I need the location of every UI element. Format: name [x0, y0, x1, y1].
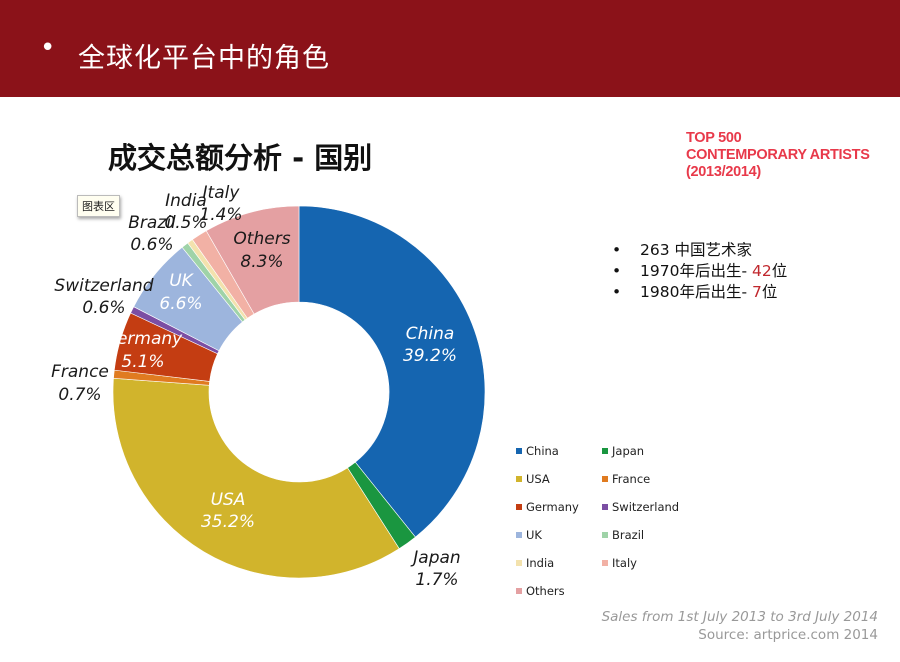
legend-item-germany: Germany [516, 498, 602, 516]
slice-name-label: Germany [104, 329, 183, 349]
legend-label: India [526, 556, 555, 570]
note-suffix: 位 [771, 262, 788, 280]
legend-swatch [516, 448, 522, 454]
note-text: 1980年后出生- [640, 283, 752, 301]
slice-name-label: UK [169, 271, 194, 291]
note-bullet: • [612, 241, 622, 259]
legend-item-china: China [516, 442, 602, 460]
logo-line-1: TOP 500 [686, 130, 742, 146]
legend-label: Switzerland [612, 500, 680, 514]
legend-swatch [602, 532, 608, 538]
slice-value-label: 35.2% [201, 512, 255, 532]
logo-line-3: (2013/2014) [686, 164, 761, 180]
legend-swatch [516, 560, 522, 566]
slice-china [298, 205, 486, 538]
slice-name-label: Japan [410, 548, 460, 568]
note-bullet: • [612, 262, 622, 280]
legend-swatch [516, 588, 522, 594]
legend-label: Brazil [612, 528, 645, 542]
legend-item-uk: UK [516, 526, 602, 544]
legend-swatch [602, 504, 608, 510]
legend-label: Japan [612, 444, 645, 458]
slice-value-label: 39.2% [403, 346, 457, 366]
legend-item-india: India [516, 554, 602, 572]
slice-value-label: 0.5% [164, 213, 207, 233]
note-item: • 1970年后出生- 42位 [612, 259, 787, 280]
note-item: • 263 中国艺术家 [612, 238, 787, 259]
legend-item-switzerland: Switzerland [602, 498, 688, 516]
slice-name-label: Switzerland [54, 276, 153, 296]
slice-value-label: 8.3% [240, 252, 283, 272]
slice-value-label: 6.6% [159, 294, 202, 314]
chart-title: 成交总额分析 - 国别 [108, 141, 373, 175]
slice-name-label: France [51, 362, 109, 382]
legend-swatch [516, 504, 522, 510]
slice-value-label: 1.4% [199, 205, 242, 225]
slice-name-label: India [165, 191, 207, 211]
legend-label: Germany [526, 500, 579, 514]
note-number: 7 [751, 283, 762, 301]
legend-label: UK [526, 528, 542, 542]
note-number: 42 [751, 262, 772, 280]
legend-swatch [602, 560, 608, 566]
slice-name-label: Others [233, 229, 290, 249]
legend-item-japan: Japan [602, 442, 688, 460]
legend-swatch [602, 476, 608, 482]
legend-item-brazil: Brazil [602, 526, 688, 544]
chart-area-tag: 图表区 [77, 195, 120, 217]
note-text: 263 中国艺术家 [640, 241, 753, 259]
slice-usa [112, 377, 400, 579]
legend-label: USA [526, 472, 550, 486]
slice-value-label: 5.1% [121, 352, 164, 372]
slice-value-label: 0.6% [82, 298, 125, 318]
legend-swatch [602, 448, 608, 454]
slice-value-label: 1.7% [415, 570, 458, 590]
header-bar: • 全球化平台中的角色 [0, 0, 900, 97]
logo-line-2: CONTEMPORARY ARTISTS [686, 147, 870, 163]
legend-label: France [612, 472, 651, 486]
slice-value-label: 0.6% [130, 235, 173, 255]
slice-name-label: Italy [203, 183, 241, 203]
slice-name-label: Brazil [128, 213, 176, 233]
notes-list: • 263 中国艺术家 • 1970年后出生- 42位 • 1980年后出生- 7位 [612, 238, 787, 301]
header-bullet: • [40, 33, 56, 63]
legend-label: Italy [612, 556, 637, 570]
source-note: Sales from 1st July 2013 to 3rd July 201… [602, 608, 878, 644]
legend-item-usa: USA [516, 470, 602, 488]
legend-item-italy: Italy [602, 554, 688, 572]
slice-others [205, 205, 300, 315]
note-text: 1970年后出生- [640, 262, 752, 280]
header-title: 全球化平台中的角色 [78, 43, 330, 74]
note-bullet: • [612, 283, 622, 301]
chart-legend: China Japan USA France Germany Switzerland UK B… [516, 442, 696, 600]
legend-swatch [516, 476, 522, 482]
source-credit: Source: artprice.com 2014 [698, 627, 878, 643]
legend-item-others: Others [516, 582, 602, 600]
slice-name-label: China [406, 324, 455, 344]
source-period: Sales from 1st July 2013 to 3rd July 201… [601, 609, 878, 625]
note-suffix: 位 [761, 283, 778, 301]
top500-logo: TOP 500 CONTEMPORARY ARTISTS (2013/2014) [686, 130, 870, 181]
legend-label: China [526, 444, 559, 458]
legend-item-france: France [602, 470, 688, 488]
slice-name-label: USA [211, 490, 246, 510]
slice-value-label: 0.7% [58, 385, 101, 405]
legend-swatch [516, 532, 522, 538]
note-item: • 1980年后出生- 7位 [612, 280, 787, 301]
legend-label: Others [526, 584, 565, 598]
